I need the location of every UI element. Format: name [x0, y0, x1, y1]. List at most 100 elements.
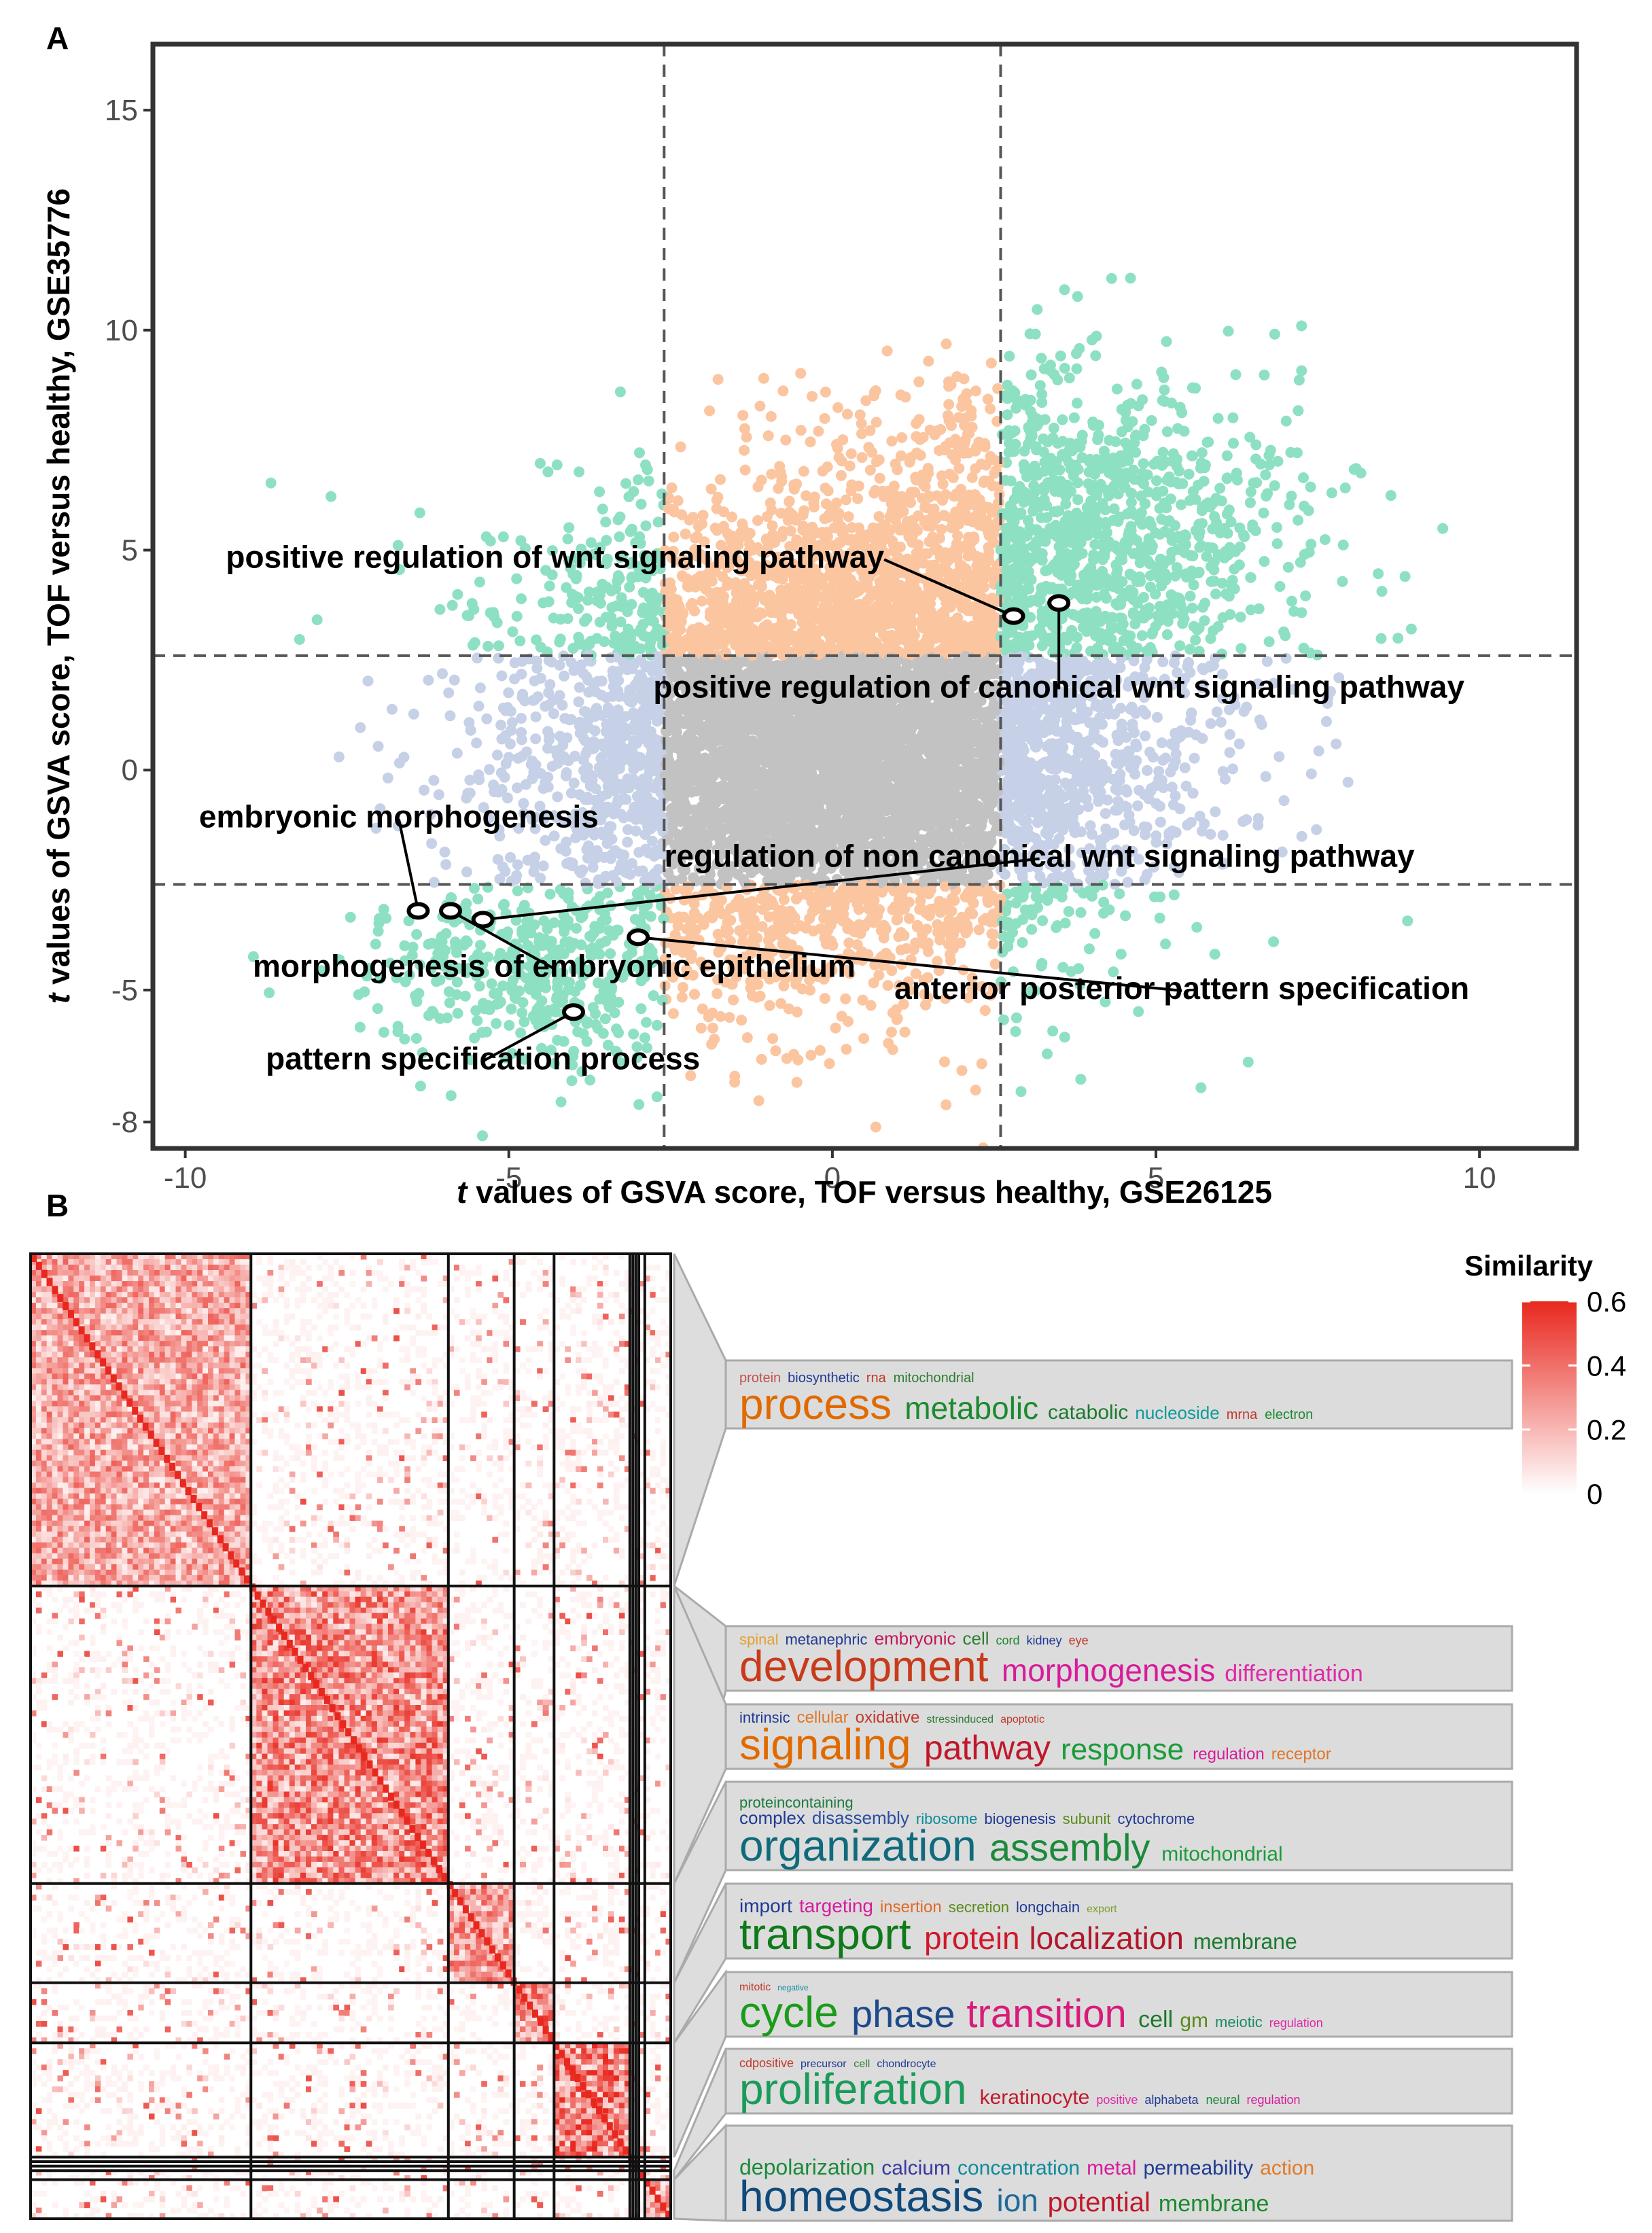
scatter-point — [832, 515, 843, 527]
scatter-point — [411, 929, 423, 940]
scatter-point — [574, 466, 585, 478]
scatter-point — [1274, 581, 1286, 592]
scatter-point — [989, 958, 1001, 970]
scatter-point — [1333, 672, 1345, 684]
scatter-point — [804, 974, 815, 986]
scatter-point — [1242, 1056, 1254, 1068]
scatter-point — [443, 687, 455, 699]
scatter-point — [1151, 475, 1162, 487]
scatter-point — [472, 1015, 483, 1026]
scatter-point — [1161, 336, 1172, 347]
scatter-point — [1125, 703, 1136, 715]
scatter-point — [514, 635, 526, 647]
scatter-point — [415, 1080, 426, 1092]
scatter-point — [873, 511, 885, 522]
scatter-point — [707, 1022, 718, 1034]
scatter-point — [982, 894, 994, 905]
scatter-point — [1225, 609, 1236, 620]
scatter-point — [813, 425, 824, 437]
scatter-point — [482, 641, 494, 652]
scatter-point — [1190, 634, 1201, 646]
scatter-point — [1110, 436, 1121, 447]
scatter-point — [496, 670, 508, 682]
scatter-point — [1174, 640, 1186, 652]
scatter-point — [739, 444, 750, 456]
scatter-point — [374, 913, 385, 924]
scatter-point — [1047, 1025, 1059, 1037]
scatter-point — [874, 472, 885, 484]
scatter-point — [1244, 497, 1256, 508]
scatter-point — [704, 405, 716, 417]
scatter-point — [635, 498, 647, 510]
scatter-point — [1339, 482, 1351, 493]
scatter-point — [798, 465, 809, 477]
scatter-point — [635, 917, 646, 929]
scatter-point — [728, 994, 739, 1006]
scatter-point — [1286, 595, 1297, 607]
scatter-point — [1177, 478, 1189, 489]
scatter-point — [1184, 591, 1196, 602]
scatter-point — [1154, 913, 1165, 924]
scatter-point — [871, 417, 882, 428]
scatter-point — [1161, 426, 1173, 438]
scatter-point — [1002, 409, 1013, 421]
scatter-point — [767, 520, 778, 531]
scatter-point — [428, 775, 440, 786]
scatter-point — [638, 902, 650, 914]
scatter-point — [1032, 817, 1043, 828]
scatter-point — [1282, 561, 1294, 573]
scatter-point — [1167, 760, 1179, 772]
scatter-point — [504, 1019, 515, 1031]
scatter-point — [885, 1026, 897, 1038]
scatter-point — [1183, 468, 1195, 480]
scatter-point — [1159, 384, 1170, 395]
scatter-point — [1376, 586, 1388, 597]
scatter-point — [1064, 372, 1075, 384]
scatter-point — [780, 434, 792, 446]
scatter-point — [666, 482, 678, 493]
scatter-point — [1233, 738, 1245, 750]
scatter-point — [1319, 534, 1331, 545]
scatter-point — [474, 981, 485, 992]
scatter-point — [628, 1028, 639, 1040]
scatter-point — [1093, 429, 1104, 441]
scatter-point — [695, 1022, 707, 1034]
scatter-point — [1311, 824, 1322, 835]
scatter-point — [1259, 556, 1270, 567]
scatter-point — [1337, 540, 1349, 550]
scatter-point — [1090, 350, 1102, 362]
scatter-point — [841, 1044, 852, 1055]
scatter-point — [590, 1008, 601, 1019]
scatter-point — [814, 1044, 826, 1056]
scatter-point — [543, 596, 555, 608]
scatter-point — [481, 713, 493, 724]
scatter-point — [1298, 642, 1310, 654]
scatter-point — [1148, 891, 1160, 902]
scatter-point — [751, 991, 762, 1003]
scatter-point — [1068, 412, 1080, 423]
scatter-point — [566, 1075, 578, 1087]
scatter-point — [777, 385, 789, 397]
scatter-point — [970, 1085, 981, 1096]
scatter-point — [546, 760, 558, 772]
scatter-point — [941, 338, 952, 350]
scatter-point — [538, 915, 550, 927]
scatter-point — [808, 502, 820, 513]
scatter-point — [1271, 522, 1282, 533]
scatter-point — [1273, 751, 1285, 762]
scatter-point — [1269, 328, 1280, 340]
scatter-point — [1133, 784, 1145, 796]
scatter-point — [372, 741, 384, 752]
scatter-point — [1025, 369, 1037, 381]
scatter-point — [440, 859, 452, 871]
scatter-point — [1155, 816, 1166, 828]
scatter-point — [651, 1019, 663, 1031]
scatter-point — [1071, 363, 1083, 374]
scatter-point — [1268, 936, 1280, 947]
scatter-point — [1111, 383, 1123, 395]
scatter-point — [516, 692, 528, 703]
scatter-point — [1122, 877, 1133, 888]
scatter-point — [1184, 644, 1196, 655]
scatter-point — [987, 938, 999, 950]
